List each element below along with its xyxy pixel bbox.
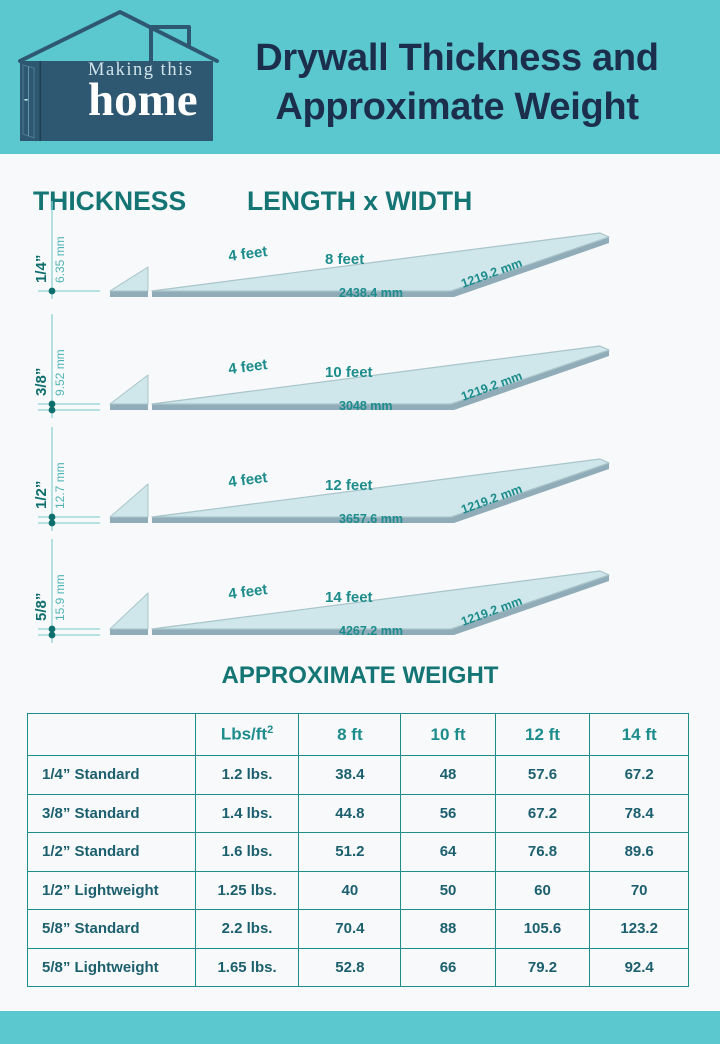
svg-text:4267.2 mm: 4267.2 mm (339, 624, 403, 638)
svg-text:9.52 mm: 9.52 mm (53, 349, 67, 396)
svg-text:4 feet: 4 feet (227, 243, 268, 265)
svg-text:15.9 mm: 15.9 mm (53, 574, 67, 621)
svg-text:10 feet: 10 feet (325, 364, 373, 381)
svg-text:6.35 mm: 6.35 mm (53, 236, 67, 283)
svg-text:4 feet: 4 feet (227, 581, 268, 603)
svg-text:3048 mm: 3048 mm (339, 399, 393, 413)
svg-text:1/4”: 1/4” (35, 255, 50, 283)
svg-text:8 feet: 8 feet (325, 251, 364, 268)
svg-text:1/2”: 1/2” (35, 481, 50, 509)
svg-text:3/8”: 3/8” (35, 368, 50, 396)
svg-text:12.7 mm: 12.7 mm (53, 462, 67, 509)
svg-text:3657.6 mm: 3657.6 mm (339, 512, 403, 526)
svg-text:4 feet: 4 feet (227, 356, 268, 378)
svg-text:2438.4 mm: 2438.4 mm (339, 286, 403, 300)
svg-text:14 feet: 14 feet (325, 589, 373, 606)
svg-text:4 feet: 4 feet (227, 469, 268, 491)
svg-text:12 feet: 12 feet (325, 477, 373, 494)
svg-text:5/8”: 5/8” (35, 593, 50, 621)
